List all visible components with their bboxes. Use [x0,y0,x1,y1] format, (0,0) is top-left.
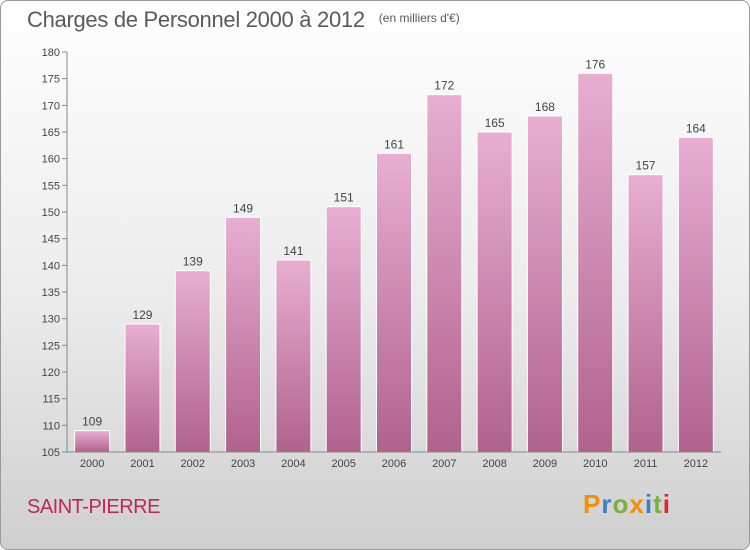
bar-value-label: 165 [485,116,505,130]
y-tick-label: 140 [42,260,60,272]
y-tick-label: 150 [42,207,60,219]
bar-2011 [627,174,664,453]
x-tick-label: 2012 [684,458,708,470]
town-name: SAINT-PIERRE [27,496,160,518]
brand-letter: i [644,489,654,519]
bar-2008 [476,131,513,453]
y-tick-label: 120 [42,367,60,379]
y-tick-label: 180 [42,47,60,59]
brand-letter: P [583,489,602,519]
bar-value-label: 168 [535,100,555,114]
bar-value-label: 172 [434,79,454,93]
x-tick-label: 2008 [482,458,506,470]
bar-2007 [426,94,463,453]
chart-title-group: Charges de Personnel 2000 à 2012 (en mill… [27,7,460,33]
bar-2010 [577,72,614,453]
y-tick-label: 135 [42,287,60,299]
bar-value-label: 176 [585,57,605,71]
y-tick-label: 130 [42,314,60,326]
brand-logo[interactable]: Proxiti [583,489,671,520]
x-tick-label: 2007 [432,458,456,470]
y-tick-label: 145 [42,234,60,246]
x-tick-label: 2005 [331,458,355,470]
bar-value-label: 157 [636,159,656,173]
bar-2006 [376,152,412,453]
chart-unit: (en milliers d'€) [378,11,460,25]
brand-letter: r [601,489,613,519]
bar-value-label: 139 [183,255,203,269]
bar-value-label: 109 [82,415,102,429]
y-tick-label: 105 [42,447,60,459]
brand-letter: t [653,489,663,519]
brand-letter: o [612,489,630,519]
x-tick-label: 2002 [181,458,205,470]
x-tick-label: 2006 [382,458,406,470]
y-axis: 105 110 115 120 125 130 135 140 145 150 155 160 165 1… [42,47,68,459]
brand-letter: x [629,489,645,519]
y-tick-label: 170 [42,100,60,112]
bar-value-label: 141 [283,244,303,258]
x-tick-label: 2000 [80,458,104,470]
x-tick-label: 2011 [634,458,658,470]
x-tick-label: 2010 [583,458,607,470]
y-tick-label: 125 [42,340,60,352]
bar-value-label: 151 [334,191,354,205]
x-tick-label: 2009 [533,458,557,470]
bar-value-label: 129 [132,308,152,322]
x-tick-label: 2004 [281,458,305,470]
y-tick-label: 160 [42,154,60,166]
y-tick-label: 165 [42,127,60,139]
x-tick-label: 2001 [130,458,154,470]
bar-value-label: 149 [233,201,253,215]
bar-2003 [225,216,262,453]
bar-2000 [74,430,111,453]
bar-2002 [174,270,211,453]
bars-group: 109 129 139 149 141 151 161 172 165 168 176 157 164 [74,57,714,453]
bar-2001 [124,323,161,453]
y-tick-label: 175 [42,74,60,86]
bar-value-label: 164 [686,121,706,135]
bar-2005 [325,206,362,453]
bar-2004 [275,259,312,453]
bar-value-label: 161 [384,137,404,151]
bar-2009 [526,115,563,453]
x-tick-label: 2003 [231,458,255,470]
bar-2012 [677,136,714,453]
x-axis: 2000 2001 2002 2003 2004 2005 2006 2007 2008 2009… [67,451,721,470]
brand-letter: i [662,489,671,519]
y-tick-label: 110 [42,420,60,432]
chart-title: Charges de Personnel 2000 à 2012 [27,7,365,32]
y-tick-label: 115 [42,394,60,406]
y-tick-label: 155 [42,180,60,192]
